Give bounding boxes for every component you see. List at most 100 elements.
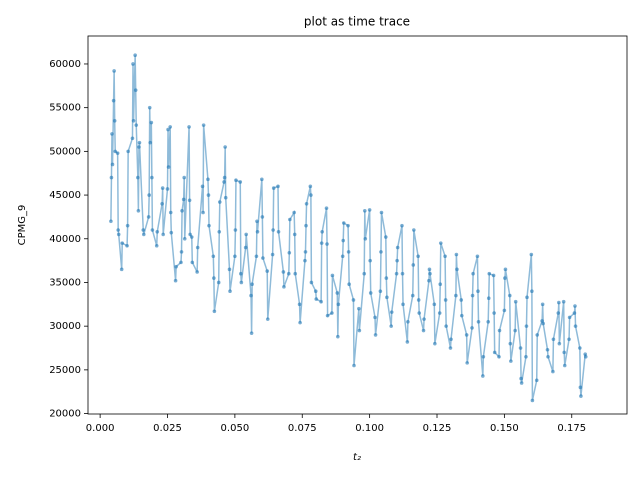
data-point bbox=[556, 311, 561, 315]
data-point bbox=[384, 276, 389, 280]
data-point bbox=[476, 319, 481, 324]
x-tick-label: 0.100 bbox=[355, 423, 384, 434]
data-point bbox=[160, 202, 164, 206]
data-point bbox=[309, 280, 314, 285]
data-point bbox=[395, 258, 399, 263]
data-point bbox=[363, 236, 368, 241]
data-point bbox=[270, 252, 275, 257]
data-point bbox=[416, 298, 421, 302]
data-point bbox=[206, 177, 210, 182]
data-point bbox=[324, 206, 329, 210]
data-point bbox=[497, 354, 501, 359]
data-point bbox=[179, 250, 184, 254]
x-tick-label: 0.150 bbox=[490, 423, 519, 434]
data-point bbox=[261, 256, 265, 260]
data-point bbox=[406, 319, 410, 324]
data-point bbox=[233, 228, 238, 232]
data-point bbox=[459, 298, 464, 302]
data-point bbox=[513, 299, 518, 304]
data-point bbox=[432, 302, 437, 307]
data-point bbox=[131, 62, 135, 66]
data-point bbox=[357, 328, 362, 333]
data-point bbox=[410, 293, 415, 298]
data-point bbox=[147, 105, 152, 110]
data-point bbox=[470, 293, 475, 298]
data-point bbox=[297, 302, 302, 307]
data-point bbox=[293, 271, 298, 276]
data-point bbox=[325, 242, 329, 246]
data-point bbox=[141, 232, 146, 237]
chart-title: plot as time trace bbox=[304, 15, 410, 29]
data-point bbox=[346, 250, 351, 254]
data-point bbox=[416, 254, 420, 259]
data-point bbox=[254, 254, 259, 259]
data-point bbox=[292, 232, 297, 237]
data-point bbox=[454, 252, 459, 257]
data-point bbox=[201, 210, 205, 215]
data-point bbox=[379, 250, 383, 254]
data-point bbox=[309, 193, 313, 197]
data-point bbox=[187, 125, 191, 129]
data-point bbox=[422, 317, 426, 321]
data-point bbox=[238, 180, 243, 184]
data-point bbox=[412, 228, 416, 232]
data-point bbox=[112, 118, 117, 123]
data-point bbox=[217, 200, 222, 204]
data-point bbox=[438, 241, 443, 245]
data-point bbox=[166, 127, 170, 132]
data-point bbox=[481, 354, 486, 359]
data-point bbox=[133, 53, 137, 58]
data-point bbox=[169, 230, 174, 235]
y-tick-label: 35000 bbox=[49, 277, 81, 288]
data-point bbox=[111, 98, 116, 103]
data-point bbox=[524, 324, 529, 328]
data-point bbox=[475, 254, 480, 259]
data-point bbox=[433, 341, 437, 346]
data-point bbox=[304, 223, 308, 228]
data-point bbox=[168, 125, 172, 129]
data-point bbox=[206, 193, 211, 197]
data-point bbox=[147, 193, 151, 197]
data-point bbox=[335, 291, 340, 295]
x-tick-label: 0.125 bbox=[423, 423, 452, 434]
y-tick-label: 30000 bbox=[49, 321, 81, 332]
data-point bbox=[234, 178, 238, 183]
data-point bbox=[155, 229, 160, 234]
data-point bbox=[255, 219, 259, 224]
data-point bbox=[227, 267, 232, 272]
data-point bbox=[223, 145, 227, 149]
data-point bbox=[525, 295, 529, 300]
data-point bbox=[314, 297, 319, 301]
data-point bbox=[459, 313, 464, 318]
data-point bbox=[578, 346, 582, 350]
data-point bbox=[212, 276, 216, 280]
data-point bbox=[180, 208, 184, 213]
data-point bbox=[249, 293, 253, 298]
data-point bbox=[448, 346, 453, 350]
data-point bbox=[557, 300, 561, 305]
data-point bbox=[325, 313, 330, 318]
data-point bbox=[265, 317, 270, 321]
data-point bbox=[154, 243, 159, 248]
y-tick-label: 45000 bbox=[49, 190, 81, 201]
data-point bbox=[540, 302, 545, 307]
data-point bbox=[378, 289, 383, 294]
y-tick-label: 20000 bbox=[49, 409, 81, 420]
data-point bbox=[470, 326, 474, 330]
y-axis-label: CPMG_9 bbox=[17, 205, 28, 246]
data-point bbox=[179, 260, 183, 265]
data-point bbox=[119, 267, 124, 272]
axes-frame bbox=[87, 35, 628, 415]
data-point bbox=[304, 202, 309, 206]
data-point bbox=[287, 250, 292, 255]
data-point bbox=[189, 235, 194, 239]
data-point bbox=[464, 333, 469, 337]
data-point bbox=[471, 271, 475, 276]
y-tick-label: 25000 bbox=[49, 365, 81, 376]
data-point bbox=[519, 381, 524, 385]
data-point bbox=[195, 245, 200, 250]
data-point bbox=[437, 311, 442, 315]
data-point bbox=[503, 267, 508, 272]
data-point bbox=[271, 186, 276, 190]
